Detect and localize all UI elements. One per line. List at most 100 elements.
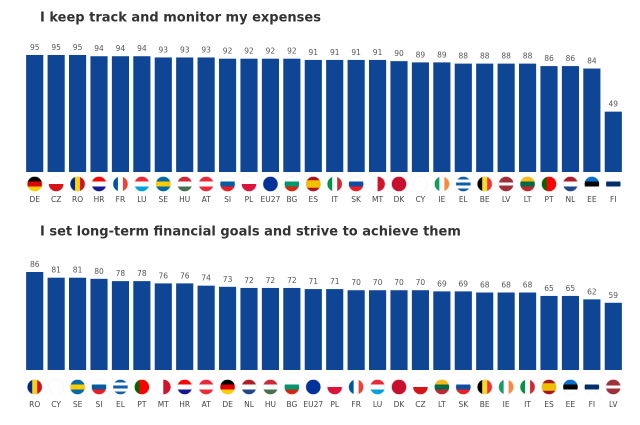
value-label: 95: [73, 43, 83, 52]
bar: [283, 58, 301, 173]
flag-icon: [70, 379, 86, 395]
x-tick-label: BG: [286, 400, 297, 409]
bar: [369, 59, 387, 172]
x-tick-label: AT: [202, 195, 212, 204]
x-tick-label: DE: [29, 195, 40, 204]
flag-icon: [155, 379, 171, 395]
value-label: 88: [501, 52, 511, 61]
bar: [390, 61, 408, 172]
flag-icon: [284, 379, 300, 395]
x-tick-label: RO: [72, 195, 83, 204]
value-label: 81: [51, 266, 61, 275]
flag-icon: [412, 379, 428, 395]
flag-icon: [605, 176, 621, 192]
value-label: 84: [587, 57, 597, 66]
flag-icon: [112, 176, 128, 192]
bar: [240, 287, 258, 370]
bar: [604, 302, 622, 370]
x-tick-label: SI: [224, 195, 231, 204]
x-tick-label: DK: [394, 400, 406, 409]
bar: [90, 278, 108, 370]
x-tick-label: NL: [244, 400, 255, 409]
flag-icon: [262, 176, 278, 192]
value-label: 88: [480, 52, 490, 61]
bar: [26, 55, 44, 172]
bar: [176, 57, 194, 172]
x-tick-label: FR: [351, 400, 361, 409]
flag-icon: [198, 176, 214, 192]
bar: [497, 63, 515, 173]
x-tick-label: ES: [544, 400, 554, 409]
flag-icon: [262, 379, 278, 395]
value-label: 70: [416, 278, 426, 287]
bar: [154, 57, 172, 172]
bar: [390, 290, 408, 370]
flag-icon: [520, 379, 536, 395]
bar: [497, 292, 515, 370]
flag-icon: [391, 379, 407, 395]
flag-icon: [477, 176, 493, 192]
bar: [219, 286, 237, 370]
flag-icon: [241, 176, 257, 192]
value-label: 91: [330, 48, 340, 57]
flag-icon: [134, 176, 150, 192]
bar: [540, 295, 558, 370]
bar: [540, 66, 558, 172]
bar: [604, 111, 622, 172]
x-tick-label: LT: [524, 195, 532, 204]
value-label: 89: [437, 50, 447, 59]
bar: [326, 289, 344, 370]
x-tick-label: CZ: [415, 400, 425, 409]
value-label: 86: [566, 54, 576, 63]
flag-icon: [477, 379, 493, 395]
value-label: 69: [459, 279, 469, 288]
value-label: 91: [351, 48, 361, 57]
x-tick-label: PT: [544, 195, 554, 204]
value-label: 70: [394, 278, 404, 287]
x-tick-label: HU: [179, 195, 190, 204]
flag-icon: [434, 379, 450, 395]
value-label: 68: [480, 281, 490, 290]
value-label: 72: [287, 276, 297, 285]
x-tick-label: FI: [589, 400, 596, 409]
x-tick-label: HU: [265, 400, 276, 409]
flag-icon: [48, 379, 64, 395]
flag-icon: [198, 379, 214, 395]
flag-icon: [498, 176, 514, 192]
x-tick-label: NL: [566, 195, 577, 204]
value-label: 92: [223, 47, 233, 56]
x-tick-label: SI: [96, 400, 103, 409]
bar: [133, 56, 151, 172]
value-label: 69: [437, 279, 447, 288]
bar: [583, 68, 601, 172]
bar: [69, 55, 87, 172]
value-label: 88: [523, 52, 533, 61]
x-tick-label: LV: [502, 195, 511, 204]
flag-icon: [412, 176, 428, 192]
bar: [433, 291, 451, 370]
value-label: 86: [30, 260, 40, 269]
flag-icon: [455, 176, 471, 192]
value-label: 70: [351, 278, 361, 287]
flag-icon: [177, 379, 193, 395]
x-tick-label: BE: [480, 400, 490, 409]
x-tick-label: ES: [309, 195, 319, 204]
flag-icon: [562, 379, 578, 395]
x-tick-label: EL: [459, 195, 469, 204]
flag-icon: [455, 379, 471, 395]
flag-icon: [434, 176, 450, 192]
flag-icon: [391, 176, 407, 192]
value-label: 93: [159, 45, 169, 54]
bar: [90, 56, 108, 172]
bar: [219, 58, 237, 173]
bar: [476, 63, 494, 173]
flag-icon: [284, 176, 300, 192]
x-tick-label: PT: [137, 400, 147, 409]
value-label: 72: [266, 276, 276, 285]
flag-icon: [498, 379, 514, 395]
flag-icon: [348, 379, 364, 395]
x-tick-label: LU: [137, 195, 146, 204]
bar: [411, 290, 429, 370]
value-label: 78: [137, 269, 147, 278]
